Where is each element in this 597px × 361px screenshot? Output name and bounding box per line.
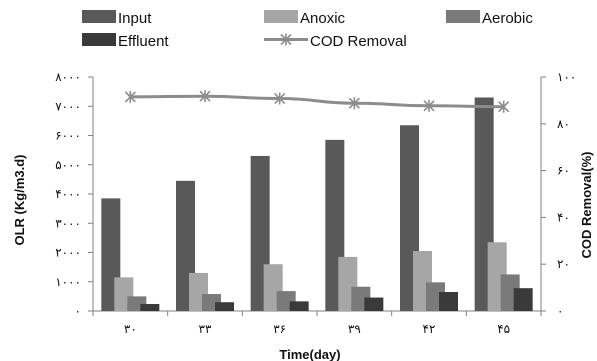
y-axis-title: OLR (Kg/m3.d) — [12, 155, 27, 246]
line-point — [124, 90, 136, 103]
line-series — [124, 90, 510, 113]
y-tick-label: ۱۰۰۰ — [55, 275, 81, 289]
legend-item-aerobic: Aerobic — [446, 10, 533, 27]
legend-item-anoxic: Anoxic — [264, 10, 346, 27]
y-tick-label: ۵۰۰۰ — [55, 158, 81, 172]
y2-tick-label: ۶۰ — [557, 164, 570, 178]
legend-item-effluent: Effluent — [82, 33, 169, 50]
bar-effluent — [513, 288, 533, 311]
y2-tick-label: ۲۰ — [557, 257, 570, 271]
bar-effluent — [140, 303, 160, 311]
y-tick-label: ۸۰۰۰ — [55, 70, 81, 84]
y2-tick-label: ۸۰ — [557, 117, 570, 131]
y2-tick-label: ۰ — [557, 304, 563, 318]
legend-swatch — [446, 10, 480, 23]
x-tick-label: ۳۳ — [199, 322, 212, 336]
bar-effluent — [439, 291, 458, 311]
x-tick-label: ۴۲ — [423, 322, 436, 336]
y-tick-label: ۳۰۰۰ — [55, 216, 81, 230]
y2-tick-label: ۴۰ — [557, 210, 570, 224]
y-axis-left: ۰ ۱۰۰۰ ۲۰۰۰ ۳۰۰۰ ۴۰۰۰ ۵۰۰۰ ۶۰۰۰ ۷۰۰۰ ۸۰۰۰ — [55, 70, 94, 318]
legend-swatch — [264, 10, 298, 23]
line-point — [498, 100, 510, 113]
legend-item-input: Input — [82, 10, 152, 27]
line-point — [274, 92, 286, 105]
y-tick-label: ۶۰۰۰ — [55, 129, 81, 143]
y-tick-label: ۰ — [75, 304, 81, 318]
y-tick-label: ۲۰۰۰ — [55, 246, 81, 260]
x-tick-label: ۳۹ — [348, 322, 361, 336]
line-point — [423, 99, 435, 112]
y-axis-right: ۰ ۲۰ ۴۰ ۶۰ ۸۰ ۱۰۰ — [540, 70, 576, 318]
x-tick-label: ۴۵ — [497, 322, 510, 336]
bars — [101, 97, 533, 311]
line-cod-removal — [130, 94, 504, 109]
legend-label: Aerobic — [482, 10, 533, 27]
bar-effluent — [289, 301, 309, 311]
x-tick-label: ۳۶ — [273, 322, 286, 336]
line-point — [199, 90, 211, 103]
bar-effluent — [364, 297, 384, 311]
legend-item-cod-removal: COD Removal — [264, 33, 407, 50]
legend-label: COD Removal — [310, 33, 407, 50]
y2-tick-label: ۱۰۰ — [557, 70, 576, 84]
x-axis-title: Time(day) — [279, 347, 340, 361]
x-tick-label: ۳۰ — [124, 322, 137, 336]
x-axis: ۳۰ ۳۳ ۳۶ ۳۹ ۴۲ ۴۵ — [92, 310, 542, 336]
y-tick-label: ۴۰۰۰ — [55, 187, 81, 201]
legend: Input Anoxic Aerobic Effluent COD Removal — [82, 10, 533, 50]
legend-swatch — [82, 10, 116, 23]
y2-axis-title: COD Removal(%) — [579, 152, 594, 259]
legend-swatch — [82, 33, 116, 46]
legend-label: Anoxic — [300, 10, 346, 27]
bar-effluent — [215, 302, 234, 311]
y-tick-label: ۷۰۰۰ — [55, 99, 81, 113]
legend-label: Effluent — [118, 33, 169, 50]
line-point — [348, 97, 360, 110]
legend-label: Input — [118, 10, 152, 27]
